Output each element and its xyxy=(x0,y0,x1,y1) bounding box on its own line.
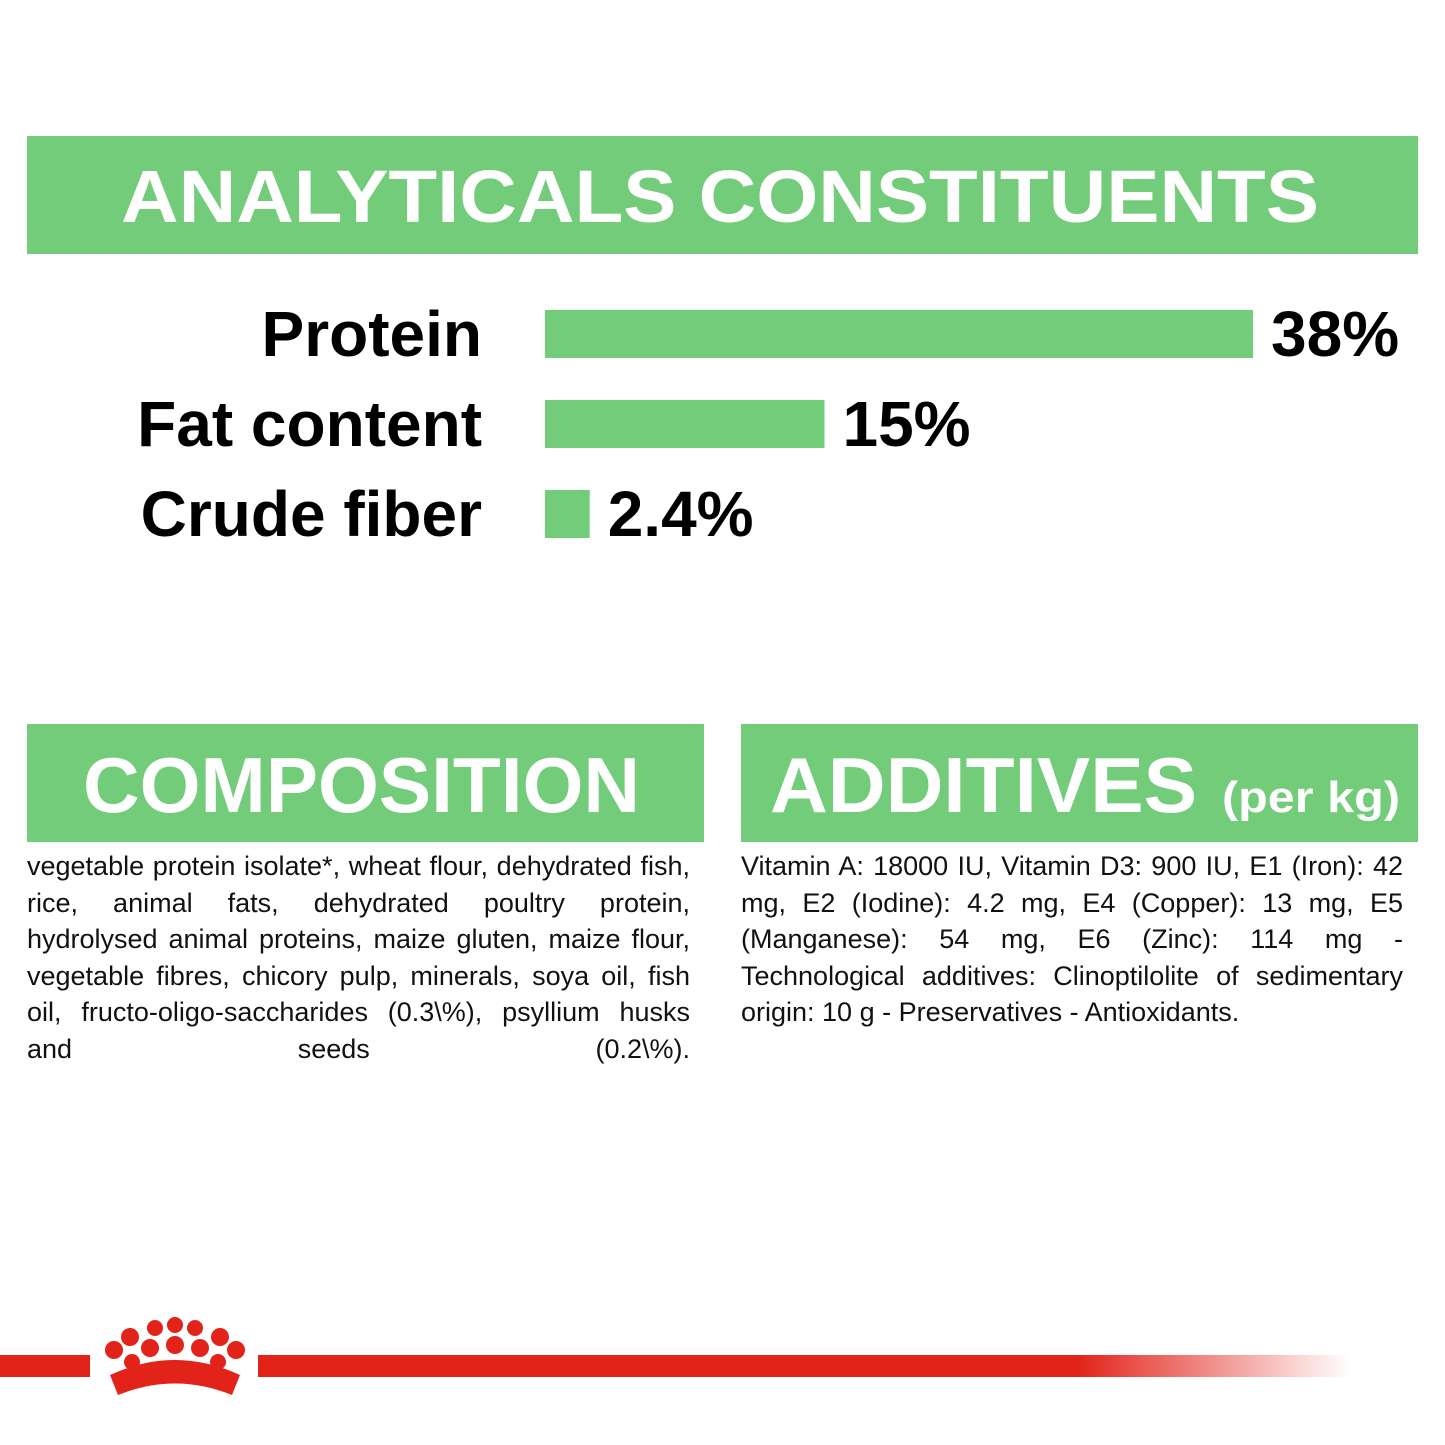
composition-text: vegetable protein isolate*, wheat flour,… xyxy=(27,851,690,1064)
crown-base xyxy=(110,1360,240,1395)
value-label: 15% xyxy=(842,388,970,460)
logo-line xyxy=(0,1355,90,1377)
crown-dot xyxy=(105,1341,123,1359)
bar xyxy=(545,490,590,538)
crown-dot xyxy=(147,1320,163,1336)
category-label: Fat content xyxy=(137,388,482,460)
crown-dot xyxy=(166,1336,184,1354)
category-label: Protein xyxy=(262,298,482,370)
value-label: 2.4% xyxy=(608,478,754,550)
category-label: Crude fiber xyxy=(141,478,482,550)
crown-dot xyxy=(227,1341,245,1359)
composition-band xyxy=(27,724,704,842)
additives-text: Vitamin A: 18000 IU, Vitamin D3: 900 IU,… xyxy=(741,851,1403,1027)
additives-band xyxy=(741,724,1418,842)
title-band xyxy=(27,136,1418,254)
chart-title: ANALYTICALS CONSTITUENTS xyxy=(121,155,1319,238)
additives-unit: (per kg) xyxy=(1222,773,1400,822)
logo-line xyxy=(258,1355,1350,1377)
crown-dot xyxy=(141,1339,159,1357)
crown-dot xyxy=(210,1354,226,1370)
bar xyxy=(545,400,825,448)
crown-dot xyxy=(167,1317,183,1333)
composition-title: COMPOSITION xyxy=(83,741,640,829)
additives-title: ADDITIVES xyxy=(770,741,1197,829)
crown-dot xyxy=(191,1339,209,1357)
bar xyxy=(545,310,1253,358)
logo xyxy=(0,1317,1350,1395)
value-label: 38% xyxy=(1271,298,1399,370)
crown-dot xyxy=(187,1320,203,1336)
crown-dot xyxy=(121,1328,139,1346)
crown-dot xyxy=(211,1328,229,1346)
crown-dot xyxy=(124,1354,140,1370)
